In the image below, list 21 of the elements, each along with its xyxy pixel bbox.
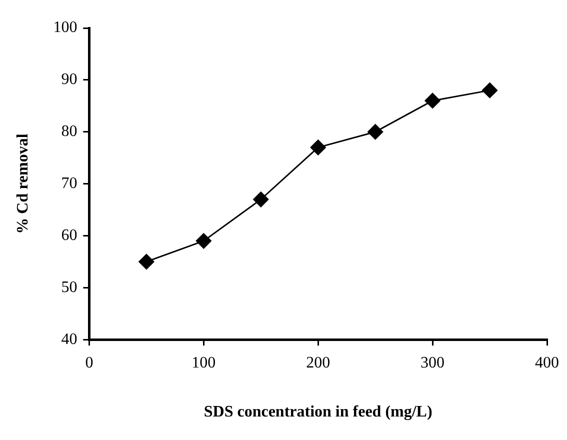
point: [424, 92, 440, 108]
y-tick-label: 70: [61, 175, 78, 192]
point: [482, 82, 498, 98]
point: [310, 140, 326, 156]
y-tick-label: 40: [61, 330, 78, 348]
point: [138, 254, 154, 270]
y-tick-label: 50: [61, 278, 78, 296]
point: [253, 192, 269, 208]
x-tick-label: 200: [306, 354, 330, 372]
point: [196, 233, 212, 249]
y-axis-title: % Cd removal: [14, 133, 32, 234]
y-tick-label: 90: [61, 71, 78, 88]
x-tick-label: 400: [535, 354, 559, 372]
y-tick-label: 100: [53, 19, 78, 36]
y-tick-label: 80: [61, 123, 78, 140]
x-tick-label: 0: [85, 354, 94, 372]
point: [368, 124, 384, 140]
x-axis-title: SDS concentration in feed (mg/L): [204, 404, 432, 421]
y-tick-label: 60: [61, 226, 78, 244]
x-tick-label: 100: [192, 354, 216, 372]
x-tick-label: 300: [420, 354, 445, 372]
